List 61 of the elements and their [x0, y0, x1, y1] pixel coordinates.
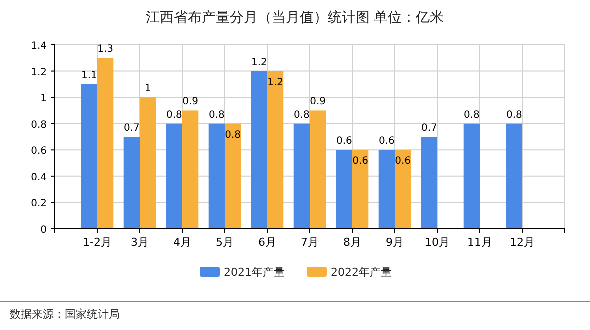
data-label: 1.1 — [81, 70, 98, 82]
x-tick-label: 5月 — [216, 236, 234, 249]
bar — [336, 150, 352, 229]
data-label: 0.6 — [395, 156, 412, 168]
bar — [395, 150, 412, 229]
x-tick-label: 1-2月 — [83, 236, 112, 249]
y-tick-label: 0.6 — [31, 146, 47, 158]
data-label: 1 — [144, 84, 152, 95]
x-tick-label: 7月 — [301, 236, 319, 249]
y-tick-label: 0.2 — [31, 198, 47, 210]
data-label: 1.2 — [251, 57, 268, 68]
data-label: 0.7 — [124, 123, 140, 134]
bar — [81, 84, 98, 229]
x-tick-label: 4月 — [174, 236, 192, 249]
chart-title: 江西省布产量分月（当月值）统计图 单位：亿米 — [146, 10, 444, 26]
x-tick-label: 10月 — [425, 236, 450, 249]
x-tick-label: 3月 — [131, 236, 149, 249]
bar — [506, 124, 522, 229]
source-note: 数据来源：国家统计局 — [10, 308, 120, 321]
x-tick-label: 12月 — [510, 236, 535, 249]
data-label: 0.7 — [421, 123, 438, 134]
data-label: 0.6 — [336, 136, 352, 148]
x-tick-label: 6月 — [258, 236, 276, 249]
data-label: 0.8 — [506, 110, 522, 121]
y-tick-label: 0.4 — [31, 172, 47, 184]
data-label: 0.8 — [464, 110, 480, 121]
bar — [421, 137, 438, 229]
y-tick-label: 0.8 — [31, 120, 47, 131]
bar — [251, 71, 268, 229]
bar — [310, 110, 326, 229]
data-label: 0.8 — [294, 110, 310, 121]
data-label: 0.6 — [378, 136, 395, 148]
legend-label: 2021年产量 — [224, 266, 285, 279]
bar — [352, 150, 369, 229]
legend-label: 2022年产量 — [331, 266, 392, 279]
data-label: 0.9 — [182, 96, 199, 108]
data-label: 0.6 — [352, 156, 369, 168]
y-tick-label: 0 — [40, 225, 47, 236]
bar — [208, 124, 225, 229]
data-label: 0.8 — [225, 130, 242, 141]
bar — [378, 150, 395, 229]
bar — [464, 124, 480, 229]
x-tick-label: 9月 — [386, 236, 404, 249]
x-tick-label: 8月 — [344, 236, 362, 249]
bar — [294, 124, 310, 229]
data-label: 0.8 — [208, 110, 225, 121]
bar — [98, 58, 114, 229]
y-tick-label: 1.4 — [31, 41, 47, 52]
data-label: 0.8 — [166, 110, 182, 121]
x-tick-label: 11月 — [468, 236, 492, 249]
bar — [225, 124, 242, 229]
data-label: 1.3 — [98, 44, 114, 56]
data-label: 0.9 — [310, 96, 326, 108]
y-tick-label: 1 — [40, 94, 47, 105]
bar — [140, 98, 156, 229]
data-label: 1.2 — [268, 77, 284, 88]
bar — [166, 124, 182, 229]
bar — [124, 137, 140, 229]
y-tick-label: 1.2 — [31, 67, 47, 78]
bar — [182, 110, 199, 229]
bar — [268, 71, 284, 229]
